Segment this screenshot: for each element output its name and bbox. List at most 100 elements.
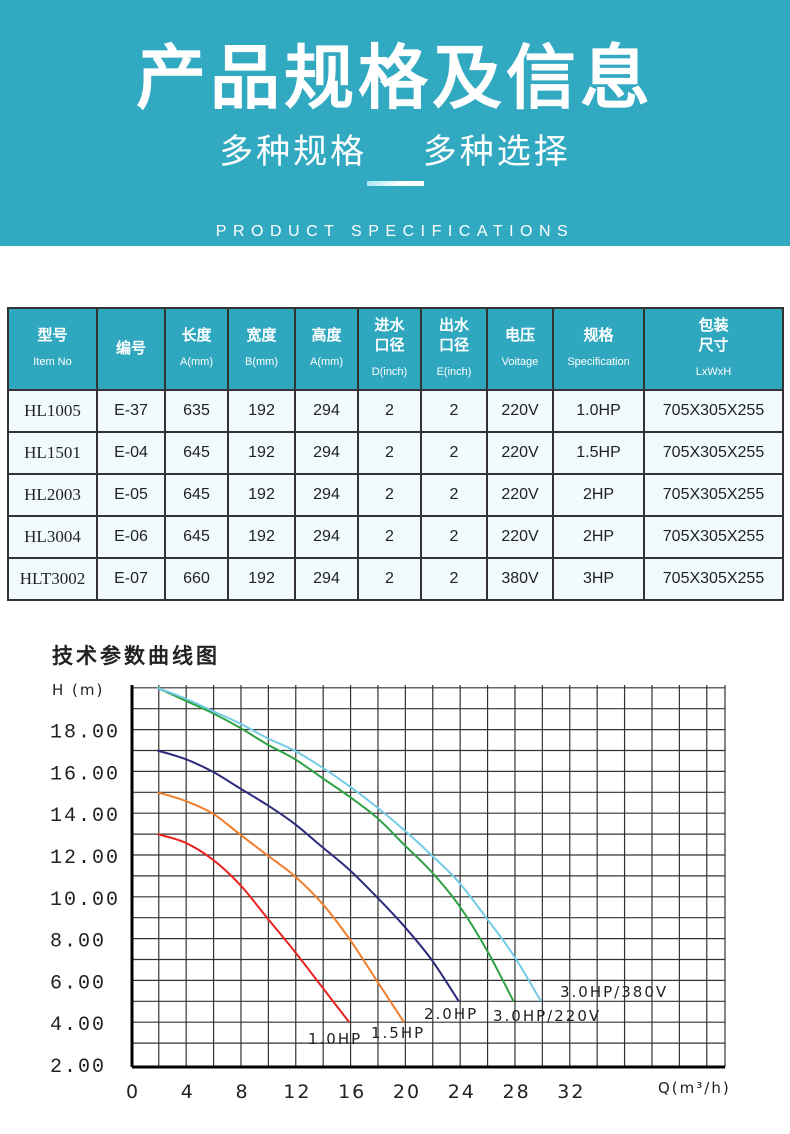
column-header-en: LxWxH bbox=[695, 366, 732, 378]
column-header: 出水 口径 E(inch) bbox=[420, 307, 488, 391]
x-tick-label: 0 bbox=[126, 1081, 140, 1103]
table-cell: E-06 bbox=[96, 515, 166, 559]
table-cell: 2 bbox=[357, 515, 422, 559]
column-header-en: Specification bbox=[567, 356, 630, 368]
table-cell: 705X305X255 bbox=[643, 431, 784, 475]
table-cell: 2 bbox=[357, 473, 422, 517]
table-cell: 660 bbox=[164, 557, 229, 601]
table-cell: 220V bbox=[486, 515, 554, 559]
table-cell: 220V bbox=[486, 389, 554, 433]
x-tick-label: 16 bbox=[338, 1081, 366, 1103]
series-label: 3.0HP/380V bbox=[560, 983, 668, 1001]
series-line-2-0hp bbox=[157, 749, 460, 1002]
column-header: 包装 尺寸 LxWxH bbox=[643, 307, 784, 391]
column-header: 进水 口径 D(inch) bbox=[357, 307, 422, 391]
table-cell: HL1005 bbox=[7, 389, 98, 433]
table-cell: 1.0HP bbox=[552, 389, 645, 433]
table-cell: 645 bbox=[164, 473, 229, 517]
series-label: 3.0HP/220V bbox=[493, 1007, 601, 1025]
subtitle: 多种规格 多种选择 bbox=[219, 132, 571, 172]
table-cell: 2 bbox=[420, 515, 488, 559]
column-header: 长度 A(mm) bbox=[164, 307, 229, 391]
table-row: HL1501 E-04 645 192 294 2 2 220V 1.5HP 705X305X25… bbox=[7, 431, 784, 475]
column-header: 高度 A(mm) bbox=[294, 307, 359, 391]
table-cell: 2 bbox=[357, 557, 422, 601]
column-header-cn: 型号 bbox=[37, 327, 68, 344]
table-cell: 192 bbox=[227, 473, 296, 517]
page-title: 产品规格及信息 bbox=[136, 37, 654, 119]
column-header-cn: 出水 口径 bbox=[438, 317, 469, 354]
table-cell: 705X305X255 bbox=[643, 473, 784, 517]
table-cell: 380V bbox=[486, 557, 554, 601]
table-cell: 645 bbox=[164, 515, 229, 559]
english-subtitle: PRODUCT SPECIFICATIONS bbox=[215, 223, 575, 240]
performance-chart: 技术参数曲线图 2.00 4.00 6.00 8.00 10.00 12.00 14.00 16… bbox=[50, 644, 731, 1103]
table-cell: HL3004 bbox=[7, 515, 98, 559]
table-cell: 705X305X255 bbox=[643, 515, 784, 559]
series-line-3-0hp-380v bbox=[157, 686, 542, 1002]
column-header-en: Voitage bbox=[501, 356, 539, 368]
series-label: 2.0HP bbox=[424, 1005, 478, 1023]
table-cell: 645 bbox=[164, 431, 229, 475]
table-row: HL2003 E-05 645 192 294 2 2 220V 2HP 705X305X255 bbox=[7, 473, 784, 517]
x-tick-label: 32 bbox=[557, 1081, 585, 1103]
table-cell: E-37 bbox=[96, 389, 166, 433]
x-tick-label: 8 bbox=[236, 1081, 250, 1103]
y-tick-label: 18.00 bbox=[50, 722, 120, 745]
table-cell: 294 bbox=[294, 473, 359, 517]
table-cell: 192 bbox=[227, 557, 296, 601]
column-header-cn: 包装 尺寸 bbox=[698, 317, 729, 354]
table-cell: 192 bbox=[227, 515, 296, 559]
y-tick-label: 12.00 bbox=[50, 847, 120, 870]
y-axis-label: H (m) bbox=[52, 681, 104, 699]
y-tick-label: 2.00 bbox=[50, 1056, 106, 1079]
table-cell: 2HP bbox=[552, 515, 645, 559]
table-cell: 2 bbox=[420, 557, 488, 601]
table-cell: 3HP bbox=[552, 557, 645, 601]
table-cell: 294 bbox=[294, 431, 359, 475]
series-line-1-5hp bbox=[157, 791, 405, 1023]
column-header-en: A(mm) bbox=[180, 356, 213, 368]
column-header-en: A(mm) bbox=[310, 356, 343, 368]
column-header-cn: 电压 bbox=[504, 327, 535, 344]
table-row: HLT3002 E-07 660 192 294 2 2 380V 3HP 705X305X255 bbox=[7, 557, 784, 601]
x-axis-label: Q(m³/h) bbox=[658, 1079, 731, 1097]
column-header: 规格 Specification bbox=[552, 307, 645, 391]
table-cell: 1.5HP bbox=[552, 431, 645, 475]
column-header-en: B(mm) bbox=[245, 356, 278, 368]
x-tick-label: 28 bbox=[503, 1081, 531, 1103]
table-cell: 294 bbox=[294, 557, 359, 601]
table-cell: 2HP bbox=[552, 473, 645, 517]
chart-title: 技术参数曲线图 bbox=[52, 644, 220, 668]
x-tick-label: 20 bbox=[393, 1081, 421, 1103]
column-header-cn: 高度 bbox=[311, 327, 342, 344]
table-cell: 220V bbox=[486, 431, 554, 475]
table-cell: HL1501 bbox=[7, 431, 98, 475]
column-header: 电压 Voitage bbox=[486, 307, 554, 391]
column-header: 宽度 B(mm) bbox=[227, 307, 296, 391]
header-banner: 产品规格及信息 多种规格 多种选择 PRODUCT SPECIFICATIONS bbox=[0, 0, 790, 246]
column-header-cn: 长度 bbox=[181, 327, 212, 344]
x-tick-label: 4 bbox=[181, 1081, 195, 1103]
column-header: 编号 bbox=[96, 307, 166, 391]
table-cell: 294 bbox=[294, 515, 359, 559]
table-cell: E-04 bbox=[96, 431, 166, 475]
x-tick-label: 24 bbox=[448, 1081, 476, 1103]
table-row: HL1005 E-37 635 192 294 2 2 220V 1.0HP 705X305X25… bbox=[7, 389, 784, 433]
column-header-cn: 宽度 bbox=[246, 327, 277, 344]
column-header-en: E(inch) bbox=[436, 366, 472, 378]
column-header-cn: 编号 bbox=[115, 340, 146, 357]
table-cell: E-07 bbox=[96, 557, 166, 601]
header-row: 型号 Item No 编号 长度 A(mm) 宽度 B(mm) 高度 A(mm) 进水 口径 D(in… bbox=[7, 307, 784, 391]
column-header-cn: 进水 口径 bbox=[374, 317, 405, 354]
table-cell: 705X305X255 bbox=[643, 557, 784, 601]
table-cell: 220V bbox=[486, 473, 554, 517]
series-line-1-0hp bbox=[157, 833, 350, 1023]
table-cell: HL2003 bbox=[7, 473, 98, 517]
table-row: HL3004 E-06 645 192 294 2 2 220V 2HP 705X305X255 bbox=[7, 515, 784, 559]
series-label: 1.5HP bbox=[371, 1024, 425, 1042]
table-cell: 192 bbox=[227, 389, 296, 433]
spec-table: 型号 Item No 编号 长度 A(mm) 宽度 B(mm) 高度 A(mm) 进水 口径 D(in… bbox=[7, 307, 784, 601]
table-cell: 192 bbox=[227, 431, 296, 475]
table-cell: 2 bbox=[420, 473, 488, 517]
